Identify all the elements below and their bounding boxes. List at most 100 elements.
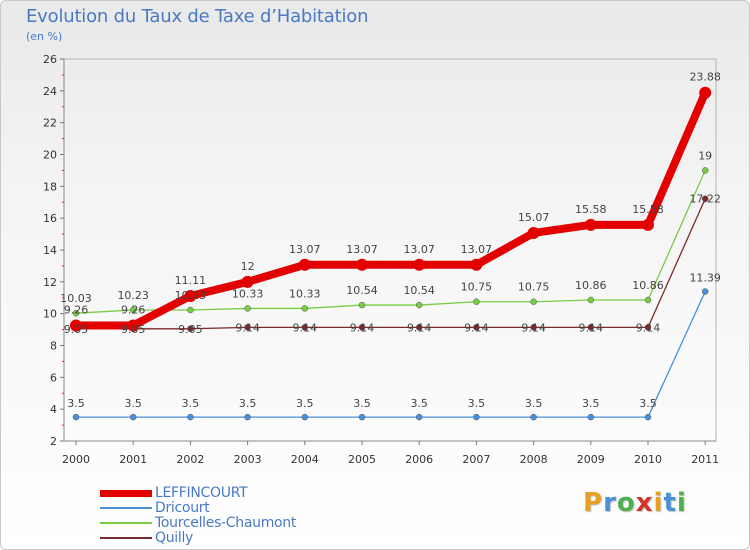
data-point-leffincourt [470, 258, 483, 271]
chart-series [70, 86, 712, 421]
data-label-tourcelles-chaumont: 10.33 [289, 287, 321, 300]
legend-swatch-dricourt [100, 507, 152, 509]
chart-title: Evolution du Taux de Taxe d’Habitation [26, 6, 369, 27]
data-label-quilly: 9.14 [350, 321, 375, 334]
x-tick-label: 2004 [291, 453, 319, 466]
legend-label-dricourt: Dricourt [155, 500, 210, 516]
data-point-dricourt [587, 413, 595, 421]
x-tick-label: 2011 [691, 453, 719, 466]
data-label-leffincourt: 23.88 [689, 71, 721, 84]
x-tick-label: 2008 [520, 453, 548, 466]
y-tick-label: 24 [43, 85, 57, 98]
y-tick-label: 22 [43, 117, 57, 130]
data-label-leffincourt: 15.58 [575, 203, 607, 216]
logo-letter: i [676, 488, 687, 518]
data-point-leffincourt [298, 258, 311, 271]
data-point-quilly [530, 324, 537, 331]
data-point-quilly [301, 324, 309, 331]
data-label-dricourt: 3.5 [239, 397, 257, 410]
data-point-dricourt [473, 413, 480, 421]
data-point-leffincourt [241, 275, 254, 288]
data-label-quilly: 9.14 [636, 321, 661, 334]
data-label-leffincourt: 9.26 [64, 303, 89, 316]
legend-swatch-quilly [100, 537, 152, 539]
data-point-leffincourt [699, 86, 712, 99]
data-label-quilly: 9.05 [178, 323, 203, 336]
data-point-quilly [644, 324, 652, 331]
data-point-leffincourt [413, 258, 426, 271]
legend-label-leffincourt: LEFFINCOURT [155, 485, 248, 501]
data-point-quilly [587, 324, 595, 331]
data-label-tourcelles-chaumont: 10.75 [518, 281, 550, 294]
data-point-leffincourt [642, 218, 654, 231]
data-point-tourcelles-chaumont [129, 306, 137, 314]
data-point-quilly [473, 324, 480, 331]
data-label-quilly: 9.14 [521, 321, 546, 334]
data-label-dricourt: 3.5 [67, 397, 85, 410]
logo-letter: i [653, 488, 664, 518]
data-label-dricourt: 11.39 [689, 272, 721, 285]
data-point-leffincourt [184, 289, 197, 302]
logo-letter: t [663, 488, 677, 518]
chart-data-labels: 9.05 9.05 9.05 9.14 9.14 9.14 9.14 9.14 9.14 9.14… [60, 71, 721, 410]
data-label-dricourt: 3.5 [639, 397, 657, 410]
data-label-tourcelles-chaumont: 10.03 [60, 292, 92, 305]
data-point-tourcelles-chaumont [301, 305, 309, 312]
logo-letter: r [603, 488, 617, 518]
y-tick-label: 14 [43, 244, 57, 257]
chart-subtitle: (en %) [26, 30, 63, 43]
data-point-tourcelles-chaumont [244, 305, 251, 312]
x-tick-label: 2002 [176, 453, 204, 466]
data-label-quilly: 9.14 [464, 321, 489, 334]
data-point-dricourt [301, 413, 309, 421]
data-point-leffincourt [70, 319, 82, 332]
data-label-tourcelles-chaumont: 10.86 [575, 279, 607, 292]
data-label-leffincourt: 15.07 [518, 211, 550, 224]
data-label-leffincourt: 13.07 [461, 243, 493, 256]
data-label-tourcelles-chaumont: 10.33 [232, 287, 264, 300]
logo-letter: x [635, 488, 654, 518]
y-tick-label: 6 [50, 371, 57, 384]
data-point-tourcelles-chaumont [644, 296, 652, 304]
data-point-dricourt [244, 413, 251, 421]
data-point-quilly [244, 324, 251, 331]
data-label-dricourt: 3.5 [410, 397, 428, 410]
data-label-leffincourt: 13.07 [403, 243, 435, 256]
data-label-dricourt: 3.5 [124, 397, 142, 410]
data-point-tourcelles-chaumont [587, 296, 595, 304]
data-point-dricourt [72, 413, 80, 421]
y-tick-label: 10 [43, 308, 57, 321]
y-tick-label: 16 [43, 212, 57, 225]
x-tick-label: 2000 [62, 453, 90, 466]
y-tick-label: 26 [43, 53, 57, 66]
y-tick-label: 4 [50, 403, 57, 416]
data-label-leffincourt: 11.11 [175, 274, 207, 287]
data-point-leffincourt [584, 218, 597, 231]
data-point-tourcelles-chaumont [473, 298, 480, 305]
x-tick-label: 2001 [119, 453, 147, 466]
data-point-leffincourt [527, 226, 540, 239]
y-tick-label: 12 [43, 276, 57, 289]
data-point-dricourt [530, 413, 537, 421]
data-point-dricourt [415, 413, 423, 421]
legend-label-tourcelles-chaumont: Tourcelles-Chaumont [155, 515, 297, 531]
data-label-dricourt: 3.5 [468, 397, 486, 410]
data-label-leffincourt: 9.26 [121, 303, 146, 316]
proxiti-logo[interactable]: Proxiti [583, 488, 687, 518]
data-label-dricourt: 3.5 [296, 397, 314, 410]
series-line-quilly [75, 198, 706, 330]
y-tick-label: 8 [50, 340, 57, 353]
y-tick-label: 20 [43, 149, 57, 162]
data-point-leffincourt [356, 258, 368, 271]
data-label-tourcelles-chaumont: 10.54 [346, 284, 378, 297]
data-point-quilly [358, 324, 366, 331]
x-tick-label: 2010 [634, 453, 662, 466]
data-point-dricourt [644, 413, 652, 421]
logo-letter: P [583, 488, 604, 518]
data-point-dricourt [129, 413, 137, 421]
data-point-quilly [415, 324, 423, 331]
series-line-leffincourt [72, 88, 710, 330]
